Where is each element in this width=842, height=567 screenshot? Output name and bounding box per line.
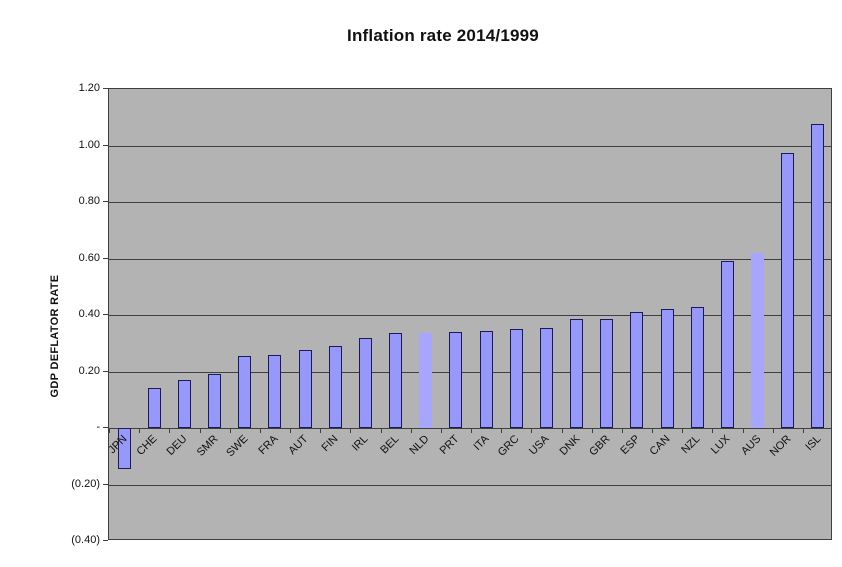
y-tick-mark <box>103 540 108 541</box>
bar-BEL <box>389 333 402 428</box>
y-tick-label: 0.40 <box>78 308 100 320</box>
x-tick-mark <box>260 428 261 433</box>
bar-DNK <box>570 319 583 428</box>
y-tick-mark <box>103 145 108 146</box>
y-tick-label: 0.60 <box>78 252 100 264</box>
y-tick-label: (0.40) <box>71 534 100 546</box>
x-tick-mark <box>803 428 804 433</box>
y-tick-mark <box>103 258 108 259</box>
bar-IRL <box>359 338 372 428</box>
y-tick-mark <box>103 427 108 428</box>
bar-LUX <box>721 261 734 428</box>
y-tick-mark <box>103 314 108 315</box>
bar-CHE <box>148 388 161 428</box>
x-tick-mark <box>441 428 442 433</box>
y-tick-label: 1.00 <box>78 139 100 151</box>
x-tick-mark <box>109 428 110 433</box>
y-tick-label: (0.20) <box>71 478 100 490</box>
y-tick-mark <box>103 201 108 202</box>
x-tick-mark <box>682 428 683 433</box>
y-tick-mark <box>103 88 108 89</box>
y-tick-mark <box>103 484 108 485</box>
x-tick-mark <box>652 428 653 433</box>
x-tick-mark <box>531 428 532 433</box>
x-tick-mark <box>773 428 774 433</box>
x-tick-mark <box>200 428 201 433</box>
y-tick-label: 0.20 <box>78 365 100 377</box>
gridline <box>109 485 831 486</box>
bar-NLD <box>419 333 432 428</box>
bar-ISL <box>811 124 824 428</box>
gridline <box>109 202 831 203</box>
gridline <box>109 146 831 147</box>
x-tick-mark <box>743 428 744 433</box>
y-axis-title: GDP DEFLATOR RATE <box>49 274 61 398</box>
gridline <box>109 372 831 373</box>
x-tick-mark <box>831 428 832 433</box>
x-tick-mark <box>411 428 412 433</box>
bar-JPN <box>118 428 131 469</box>
bar-ITA <box>480 331 493 428</box>
gridline <box>109 315 831 316</box>
x-tick-mark <box>320 428 321 433</box>
bar-AUS <box>751 253 764 428</box>
bar-USA <box>540 328 553 428</box>
x-tick-mark <box>381 428 382 433</box>
x-tick-mark <box>592 428 593 433</box>
x-tick-mark <box>350 428 351 433</box>
gridline <box>109 259 831 260</box>
y-tick-mark <box>103 371 108 372</box>
x-tick-mark <box>501 428 502 433</box>
x-tick-mark <box>169 428 170 433</box>
bar-SWE <box>238 356 251 428</box>
x-tick-mark <box>622 428 623 433</box>
bar-SMR <box>208 374 221 428</box>
bar-AUT <box>299 350 312 428</box>
x-tick-mark <box>712 428 713 433</box>
x-tick-mark <box>562 428 563 433</box>
plot-area <box>108 88 832 540</box>
zero-axis-line <box>109 428 831 429</box>
x-tick-mark <box>139 428 140 433</box>
bar-NOR <box>781 153 794 428</box>
y-tick-label: 1.20 <box>78 82 100 94</box>
x-tick-mark <box>290 428 291 433</box>
y-tick-label: - <box>96 421 100 433</box>
chart-title: Inflation rate 2014/1999 <box>347 26 539 45</box>
bar-CAN <box>661 309 674 428</box>
bar-NZL <box>691 307 704 428</box>
bar-FIN <box>329 346 342 428</box>
bar-PRT <box>449 332 462 428</box>
x-tick-mark <box>471 428 472 433</box>
bar-GRC <box>510 329 523 428</box>
bar-GBR <box>600 319 613 428</box>
x-tick-mark <box>230 428 231 433</box>
bar-DEU <box>178 380 191 428</box>
bar-ESP <box>630 312 643 428</box>
bar-FRA <box>268 355 281 428</box>
y-tick-label: 0.80 <box>78 195 100 207</box>
